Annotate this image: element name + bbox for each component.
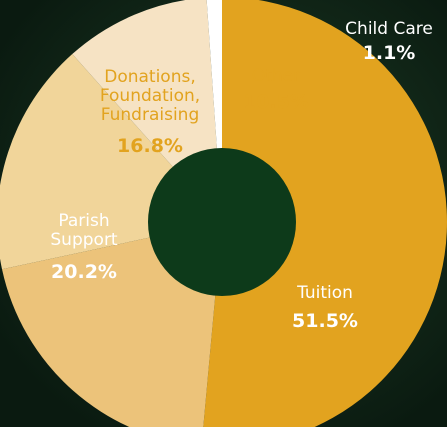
slice-value-tuition: 51.5% bbox=[292, 310, 358, 332]
slice-label-donations-foundation-fundraising: Donations, Foundation, Fundraising bbox=[100, 67, 200, 125]
slice-value-child-care: 1.1% bbox=[363, 42, 416, 64]
slice-label-parish-support: Parish Support bbox=[50, 211, 118, 250]
slice-label-child-care: Child Care bbox=[345, 19, 433, 39]
slice-value-other: 10.5% bbox=[243, 91, 309, 113]
slice-value-parish-support: 20.2% bbox=[51, 261, 117, 283]
label-other: Other 10.5% bbox=[243, 66, 309, 113]
donut-hole bbox=[148, 148, 296, 296]
label-donations-foundation-fundraising: Donations, Foundation, Fundraising 16.8% bbox=[100, 67, 200, 157]
label-child-care: Child Care 1.1% bbox=[345, 19, 433, 64]
label-tuition: Tuition 51.5% bbox=[292, 283, 358, 332]
slice-parish-support bbox=[2, 222, 222, 427]
label-parish-support: Parish Support 20.2% bbox=[50, 211, 118, 283]
slice-tuition bbox=[203, 0, 447, 427]
slice-label-tuition: Tuition bbox=[296, 283, 353, 303]
slice-label-other: Other bbox=[252, 66, 300, 86]
slice-value-donations-foundation-fundraising: 16.8% bbox=[117, 135, 183, 157]
